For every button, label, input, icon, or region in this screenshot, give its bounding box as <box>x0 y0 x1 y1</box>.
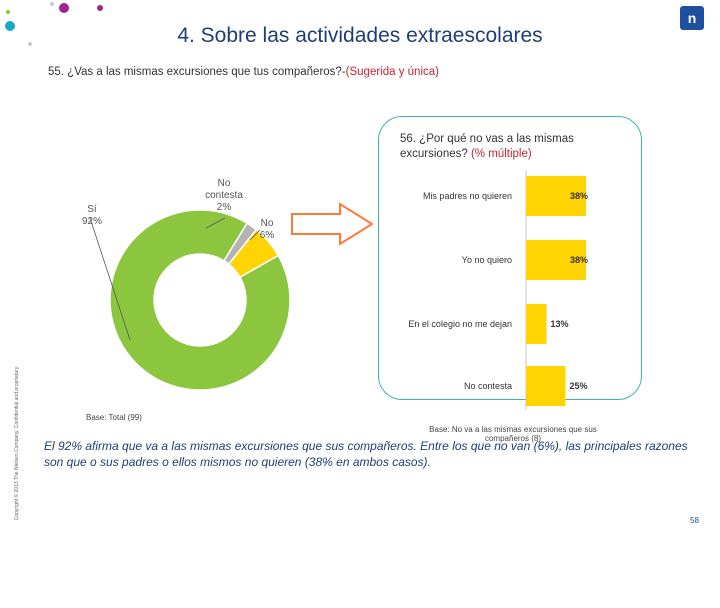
question-56-text: 56. ¿Por qué no vas a las mismas excursi… <box>400 133 574 160</box>
bar-category-label: En el colegio no me dejan <box>408 319 512 329</box>
pie-label-no-contesta-text: No contesta <box>205 178 243 201</box>
page-number: 58 <box>690 516 699 525</box>
question-55: 55. ¿Vas a las mismas excursiones que tu… <box>48 66 439 78</box>
question-56: 56. ¿Por qué no vas a las mismas excursi… <box>400 132 610 162</box>
pie-leader-line <box>89 217 131 341</box>
question-56-panel <box>378 116 642 400</box>
bar-value-label: 25% <box>569 381 587 391</box>
pie-label-no-contesta: No contesta 2% <box>196 178 252 214</box>
pie-slice-si <box>109 209 290 391</box>
pie-slice-no <box>227 228 280 279</box>
brand-logo: n <box>680 6 704 30</box>
pie-base-note: Base: Total (99) <box>86 413 142 422</box>
pie-label-no: No 6% <box>252 218 282 242</box>
pie-chart <box>89 209 290 391</box>
pie-leader-line <box>205 217 226 229</box>
pie-label-si-value: 92% <box>81 216 102 227</box>
bar-value-label: 13% <box>551 319 569 329</box>
bar-category-label: Yo no quiero <box>462 255 512 265</box>
arrow-icon <box>291 202 374 246</box>
bar-value-label: 38% <box>570 191 588 201</box>
bar-3 <box>526 304 547 344</box>
decorative-dots <box>5 2 103 46</box>
question-55-text: 55. ¿Vas a las mismas excursiones que tu… <box>48 66 346 78</box>
pie-label-no-contesta-value: 2% <box>216 202 232 213</box>
pie-label-no-value: 6% <box>259 230 275 241</box>
bar-chart: Mis padres no quieren 38% Yo no quiero 38% E… <box>408 170 588 410</box>
bar-4 <box>526 366 566 406</box>
bar-base-note: Base: No va a las mismas excursiones que… <box>429 425 597 443</box>
summary-text: El 92% afirma que va a las mismas excurs… <box>44 439 688 469</box>
pie-label-si-text: Sí <box>87 204 97 215</box>
copyright-notice: Copyright © 2013 The Nielsen Company. Co… <box>14 365 20 521</box>
question-55-qualifier: (Sugerida y única) <box>345 66 439 78</box>
bar-1 <box>526 176 586 216</box>
bar-2 <box>526 240 586 280</box>
page-title: 4. Sobre las actividades extraescolares <box>177 24 543 47</box>
bar-category-label: Mis padres no quieren <box>423 191 512 201</box>
bar-category-label: No contesta <box>464 381 512 391</box>
pie-leader-line <box>249 229 261 241</box>
bar-value-label: 38% <box>570 255 588 265</box>
pie-label-no-text: No <box>260 218 274 229</box>
question-56-qualifier: (% múltiple) <box>470 148 532 160</box>
pie-label-si: Sí 92% <box>72 204 112 228</box>
